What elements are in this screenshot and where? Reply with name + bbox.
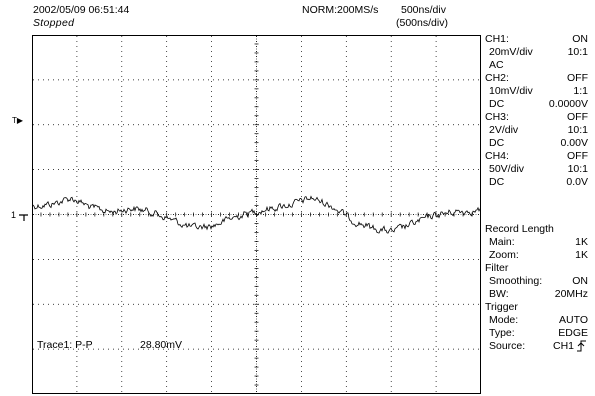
- waveform-display[interactable]: [32, 35, 481, 394]
- ch2-state: OFF: [567, 72, 588, 84]
- rising-edge-icon: [577, 340, 586, 352]
- ch4-state: OFF: [567, 150, 588, 162]
- ch1-state: ON: [572, 33, 588, 45]
- ch2-name: CH2:: [485, 72, 509, 84]
- filter-bw-label: BW:: [489, 288, 509, 300]
- trigger-level-label: T: [12, 116, 17, 125]
- ch3-row[interactable]: CH3: OFF: [485, 111, 588, 123]
- ch4-scale-row: 50V/div 10:1: [485, 163, 588, 175]
- ch4-row[interactable]: CH4: OFF: [485, 150, 588, 162]
- run-status: Stopped: [33, 17, 75, 29]
- trigger-source-label: Source:: [489, 340, 526, 352]
- ch1-row[interactable]: CH1: ON: [485, 33, 588, 45]
- ch3-coupling-row: DC 0.00V: [485, 137, 588, 149]
- trigger-type-value: EDGE: [558, 327, 588, 339]
- ch4-name: CH4:: [485, 150, 509, 162]
- record-zoom-value: 1K: [575, 249, 588, 261]
- record-zoom-label: Zoom:: [489, 249, 519, 261]
- ch2-coupling: DC: [489, 98, 505, 110]
- trigger-mode-label: Mode:: [489, 314, 519, 326]
- ch4-offset: 0.0V: [566, 176, 588, 188]
- timebase-zoom: (500ns/div): [396, 17, 448, 29]
- ch3-offset: 0.00V: [560, 137, 588, 149]
- trigger-title: Trigger: [485, 301, 518, 313]
- ch1-vdiv: 20mV/div: [489, 46, 533, 58]
- ch2-vdiv: 10mV/div: [489, 85, 533, 97]
- trigger-mode-value: AUTO: [559, 314, 588, 326]
- datetime: 2002/05/09 06:51:44: [33, 4, 130, 16]
- record-main-value: 1K: [575, 236, 588, 248]
- trigger-mode-row: Mode: AUTO: [485, 314, 588, 326]
- filter-smoothing-value: ON: [572, 275, 588, 287]
- trigger-type-row: Type: EDGE: [485, 327, 588, 339]
- measurement-value: 28.80mV: [140, 339, 183, 351]
- trigger-title-row[interactable]: Trigger: [485, 301, 588, 313]
- ch4-coupling-row: DC 0.0V: [485, 176, 588, 188]
- ch4-vdiv: 50V/div: [489, 163, 525, 175]
- ch3-name: CH3:: [485, 111, 509, 123]
- trigger-level-arrow-icon: ▶: [16, 116, 24, 125]
- ch3-coupling: DC: [489, 137, 505, 149]
- record-length-title: Record Length: [485, 223, 554, 235]
- record-length-title-row[interactable]: Record Length: [485, 223, 588, 235]
- filter-smoothing-row: Smoothing: ON: [485, 275, 588, 287]
- channel1-ground-label: 1: [11, 210, 17, 220]
- ground-marker-icon: [19, 214, 28, 221]
- filter-title: Filter: [485, 262, 509, 274]
- record-main-row: Main: 1K: [485, 236, 588, 248]
- record-zoom-row: Zoom: 1K: [485, 249, 588, 261]
- ch1-coupling: AC: [489, 59, 504, 71]
- ch1-probe: 10:1: [567, 46, 588, 58]
- ch3-probe: 10:1: [567, 124, 588, 136]
- ch2-scale-row: 10mV/div 1:1: [485, 85, 588, 97]
- filter-bw-value: 20MHz: [554, 288, 588, 300]
- filter-bw-row: BW: 20MHz: [485, 288, 588, 300]
- ch1-scale-row: 20mV/div 10:1: [485, 46, 588, 58]
- ch4-probe: 10:1: [567, 163, 588, 175]
- trigger-source-value: CH1: [552, 340, 574, 352]
- filter-title-row[interactable]: Filter: [485, 262, 588, 274]
- ch3-vdiv: 2V/div: [489, 124, 519, 136]
- measurement-label: Trace1: P-P: [37, 339, 93, 351]
- trigger-type-label: Type:: [489, 327, 515, 339]
- ch2-coupling-row: DC 0.0000V: [485, 98, 588, 110]
- ch3-scale-row: 2V/div 10:1: [485, 124, 588, 136]
- channel1-ground-marker: 1: [11, 209, 16, 221]
- ch2-probe: 1:1: [573, 85, 588, 97]
- record-main-label: Main:: [489, 236, 515, 248]
- filter-smoothing-label: Smoothing:: [489, 275, 543, 287]
- ch4-coupling: DC: [489, 176, 505, 188]
- ch1-name: CH1:: [485, 33, 509, 45]
- channel1-trace: [32, 195, 481, 234]
- trigger-source-row: Source: CH1: [485, 340, 588, 352]
- ch3-state: OFF: [567, 111, 588, 123]
- trigger-level-marker: T▶: [12, 115, 23, 127]
- timebase: 500ns/div: [401, 4, 446, 16]
- ch1-coupling-row: AC: [485, 59, 588, 71]
- ch2-row[interactable]: CH2: OFF: [485, 72, 588, 84]
- ch2-offset: 0.0000V: [548, 98, 588, 110]
- screen-border: [32, 35, 481, 394]
- acquisition-mode: NORM:200MS/s: [302, 4, 379, 16]
